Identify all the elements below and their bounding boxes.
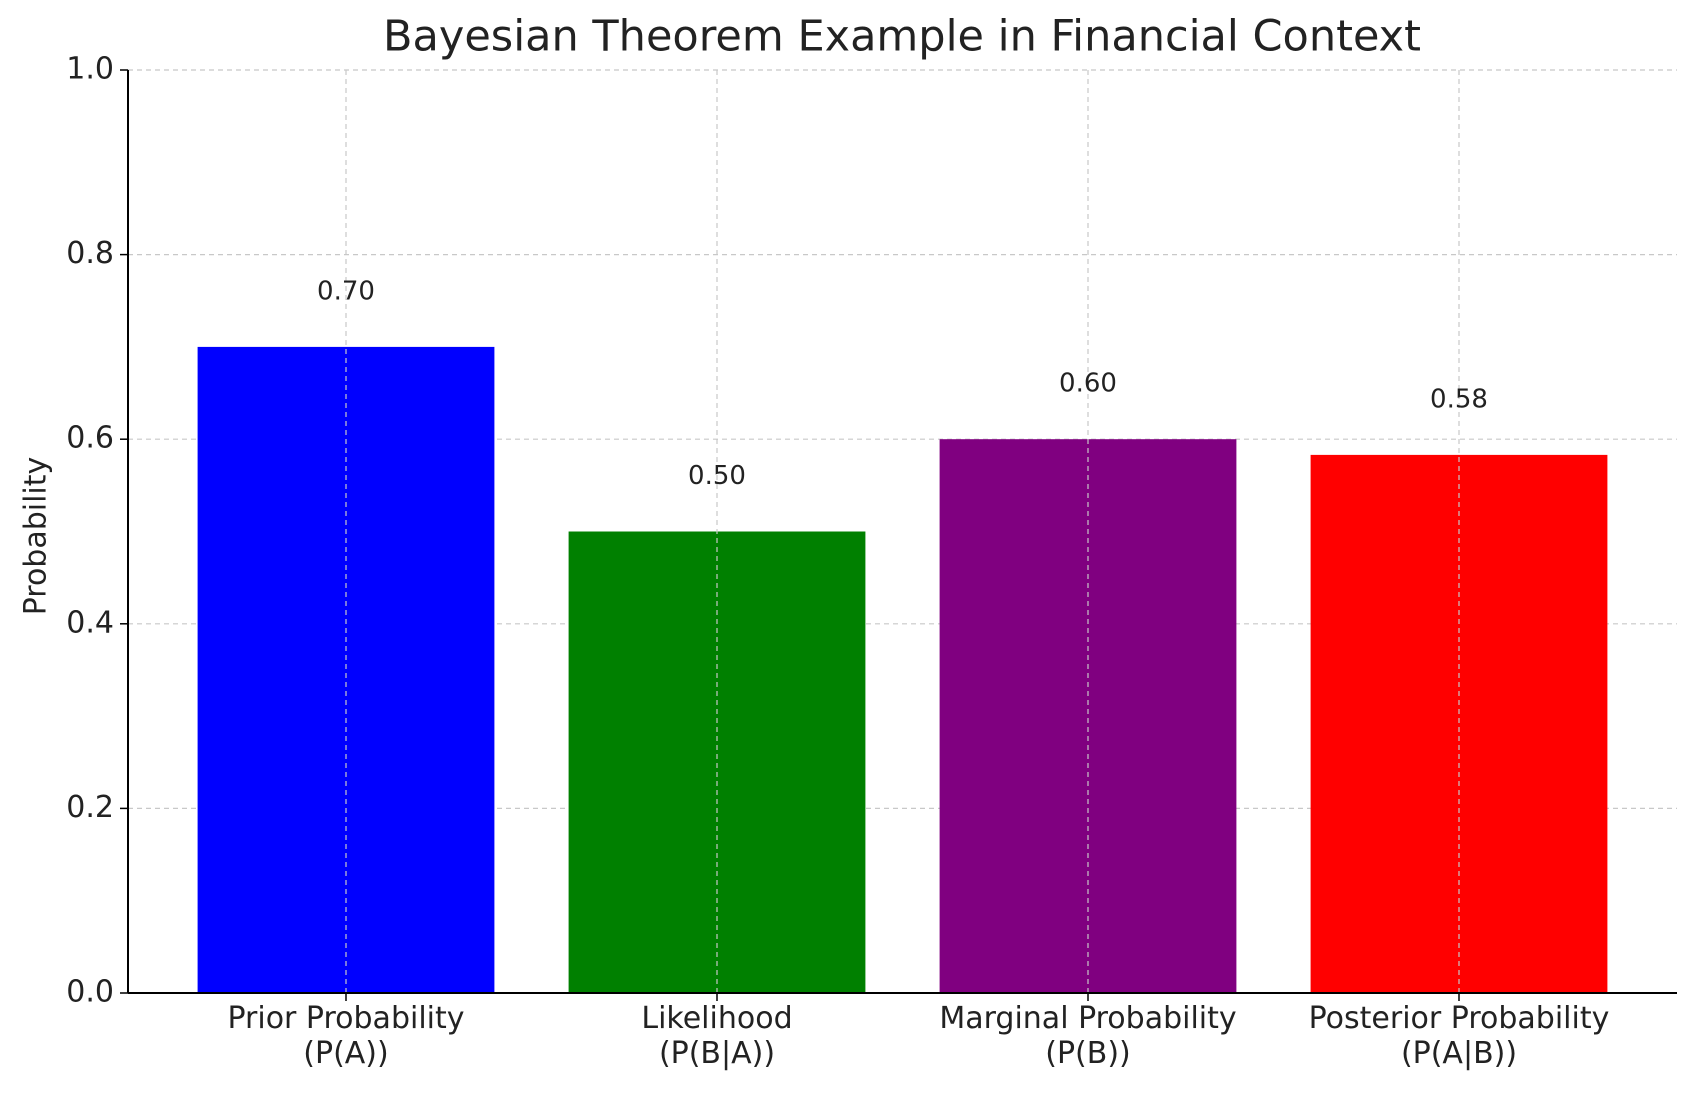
- x-tick-label: Marginal Probability (P(B)): [939, 1001, 1237, 1071]
- bar: [197, 346, 495, 993]
- bar: [568, 531, 866, 993]
- value-label: 0.60: [1059, 369, 1117, 399]
- chart-title: Bayesian Theorem Example in Financial Co…: [383, 12, 1421, 62]
- y-tick-label: 0.6: [66, 421, 114, 456]
- y-tick-label: 0.2: [66, 790, 114, 825]
- bar: [1310, 454, 1608, 993]
- value-label: 0.50: [688, 461, 746, 491]
- x-tick-label: Posterior Probability (P(A|B)): [1308, 1001, 1610, 1071]
- y-tick-label: 0.4: [66, 605, 114, 640]
- y-tick-label: 0.0: [66, 975, 114, 1010]
- y-tick-label: 0.8: [66, 236, 114, 271]
- x-tick-label: Likelihood (P(B|A)): [641, 1001, 793, 1071]
- y-axis-label: Probability: [19, 457, 54, 616]
- value-label: 0.58: [1430, 384, 1488, 414]
- value-label: 0.70: [317, 276, 375, 306]
- y-tick-label: 1.0: [66, 52, 114, 87]
- x-tick-label: Prior Probability (P(A)): [227, 1001, 465, 1071]
